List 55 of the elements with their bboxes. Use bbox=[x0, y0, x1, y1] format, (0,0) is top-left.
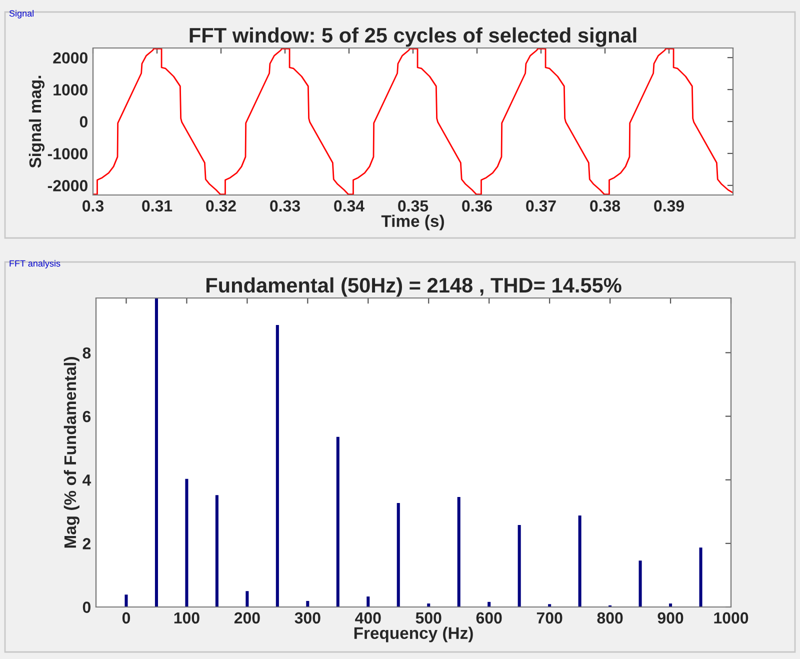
x-tick-label: 0.32 bbox=[206, 200, 236, 212]
text: FFT analysis bbox=[10, 260, 60, 268]
y-tick-label: 8 bbox=[82, 347, 91, 359]
bar bbox=[276, 325, 279, 607]
x-tick-label: 0.36 bbox=[462, 200, 492, 212]
y-tick-label: 0 bbox=[82, 602, 90, 613]
bar bbox=[306, 600, 310, 607]
bar bbox=[578, 515, 582, 607]
x-tick-label: 0.39 bbox=[654, 200, 684, 212]
bar bbox=[366, 596, 370, 607]
y-tick-label: 1000 bbox=[54, 84, 88, 96]
x-tick-label: 300 bbox=[294, 612, 320, 624]
y-tick-label: 0 bbox=[80, 116, 88, 128]
chart-title: FFT window: 5 of 25 cycles of selected signal bbox=[190, 27, 636, 47]
bar bbox=[124, 594, 128, 607]
x-tick-label: 0.35 bbox=[398, 200, 428, 212]
bar bbox=[336, 436, 340, 607]
x-tick-label: 100 bbox=[174, 612, 200, 624]
bar bbox=[699, 548, 702, 607]
x-tick-label: 1000 bbox=[714, 612, 748, 624]
x-tick-label: 900 bbox=[658, 612, 684, 624]
y-axis-title: Signal mag. bbox=[28, 76, 45, 168]
x-tick-label: 200 bbox=[234, 612, 260, 624]
bar bbox=[215, 495, 218, 607]
y-tick-label: 2 bbox=[82, 538, 90, 550]
y-tick-label: -2000 bbox=[48, 180, 88, 192]
bar bbox=[638, 560, 642, 607]
bar bbox=[185, 478, 188, 607]
bar bbox=[457, 497, 460, 607]
x-tick-label: 0.33 bbox=[270, 200, 300, 212]
line-series bbox=[93, 48, 733, 195]
x-tick-label: 500 bbox=[416, 612, 442, 624]
bar bbox=[246, 591, 249, 607]
x-tick-label: 0.34 bbox=[334, 200, 364, 212]
x-tick-label: 0.31 bbox=[142, 200, 172, 212]
x-tick-label: 0 bbox=[122, 612, 130, 624]
x-tick-label: 600 bbox=[476, 612, 502, 624]
x-tick-label: 0.38 bbox=[590, 200, 620, 212]
x-tick-label: 0.37 bbox=[526, 200, 556, 212]
x-tick-label: 700 bbox=[536, 612, 562, 624]
x-tick-label: 400 bbox=[355, 612, 381, 624]
bar bbox=[518, 524, 521, 607]
y-tick-label: -1000 bbox=[48, 148, 88, 160]
chart-title: Fundamental (50Hz) = 2148 , THD= 14.55% bbox=[206, 277, 622, 297]
x-tick-label: 0.3 bbox=[82, 200, 104, 212]
x-axis-title: Frequency (Hz) bbox=[354, 626, 473, 642]
y-axis-title: Mag (% of Fundamental) bbox=[64, 357, 80, 548]
x-tick-label: 800 bbox=[597, 612, 623, 624]
x-axis-title: Time (s) bbox=[381, 214, 444, 230]
y-tick-label: 2000 bbox=[53, 52, 88, 64]
text: Signal bbox=[9, 10, 34, 18]
bar bbox=[154, 298, 158, 607]
y-tick-label: 4 bbox=[82, 474, 92, 486]
bar bbox=[396, 503, 400, 607]
y-tick-label: 6 bbox=[82, 410, 91, 422]
